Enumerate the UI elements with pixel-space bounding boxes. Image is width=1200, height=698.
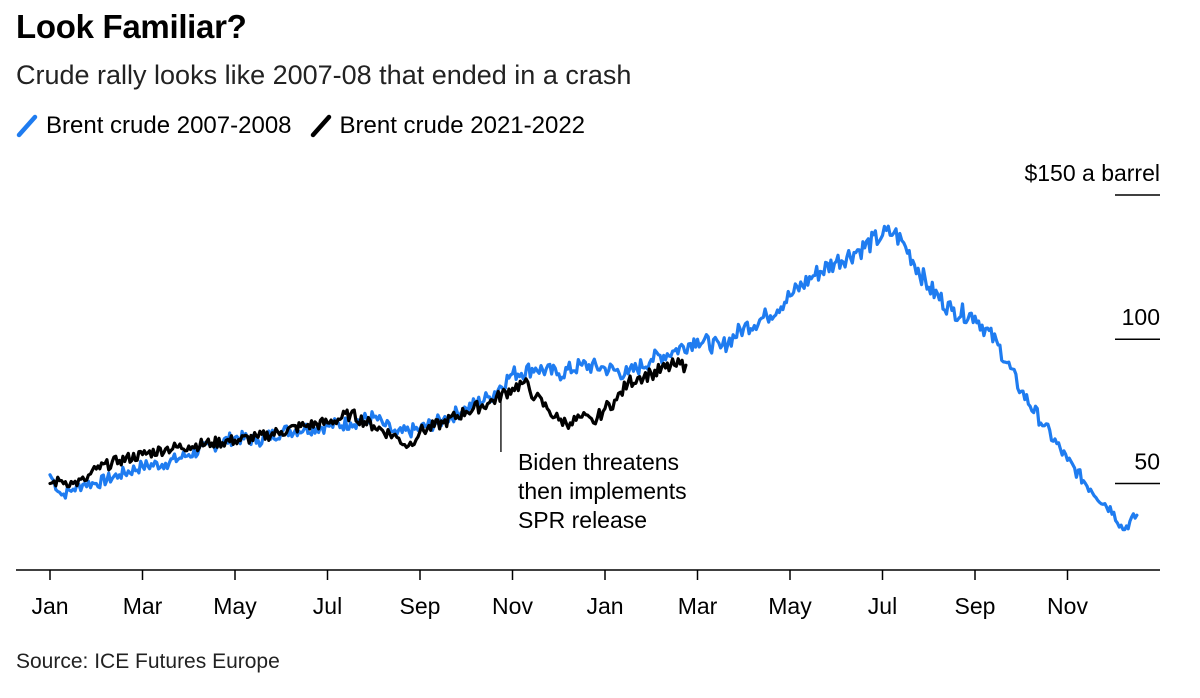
y-tick-label: 100 <box>1122 304 1160 330</box>
annotation-text-line: Biden threatens <box>518 449 679 475</box>
x-axis: Jan Mar May Jul Sep Nov Jan Mar May Jul Sep Nov <box>16 569 1160 619</box>
y-axis: $150 a barrel 100 50 <box>1024 160 1160 485</box>
x-tick-label: Mar <box>678 593 718 619</box>
x-tick-label: Nov <box>492 593 533 619</box>
legend-swatch-2007 <box>16 114 38 138</box>
x-tick-label: Sep <box>955 593 996 619</box>
legend-label-2007: Brent crude 2007-2008 <box>46 112 292 139</box>
chart-subtitle: Crude rally looks like 2007-08 that ende… <box>16 60 632 90</box>
x-tick-label: Mar <box>123 593 163 619</box>
legend: Brent crude 2007-2008 Brent crude 2021-2… <box>16 112 603 140</box>
x-tick-label: May <box>768 593 812 619</box>
series-line-2021-2022 <box>48 357 688 489</box>
x-tick-label: Jan <box>31 593 68 619</box>
y-tick-label: $150 a barrel <box>1024 160 1160 186</box>
annotation: Biden threatens then implements SPR releas… <box>500 398 687 533</box>
legend-label-2021: Brent crude 2021-2022 <box>339 112 586 139</box>
x-tick-label: Jul <box>313 593 342 619</box>
legend-swatch-2021 <box>310 114 331 138</box>
x-tick-label: Nov <box>1047 593 1088 619</box>
series-lines <box>48 224 1139 532</box>
x-tick-label: May <box>213 593 257 619</box>
legend-item-2021: Brent crude 2021-2022 <box>310 112 586 140</box>
x-tick-label: Sep <box>400 593 441 619</box>
annotation-text-line: SPR release <box>518 507 647 533</box>
x-tick-label: Jan <box>586 593 623 619</box>
x-tick-label: Jul <box>868 593 897 619</box>
chart-title: Look Familiar? <box>16 8 247 45</box>
source-note: Source: ICE Futures Europe <box>16 650 280 673</box>
annotation-text-line: then implements <box>518 478 687 504</box>
y-tick-label: 50 <box>1134 448 1160 474</box>
legend-item-2007: Brent crude 2007-2008 <box>16 112 292 140</box>
